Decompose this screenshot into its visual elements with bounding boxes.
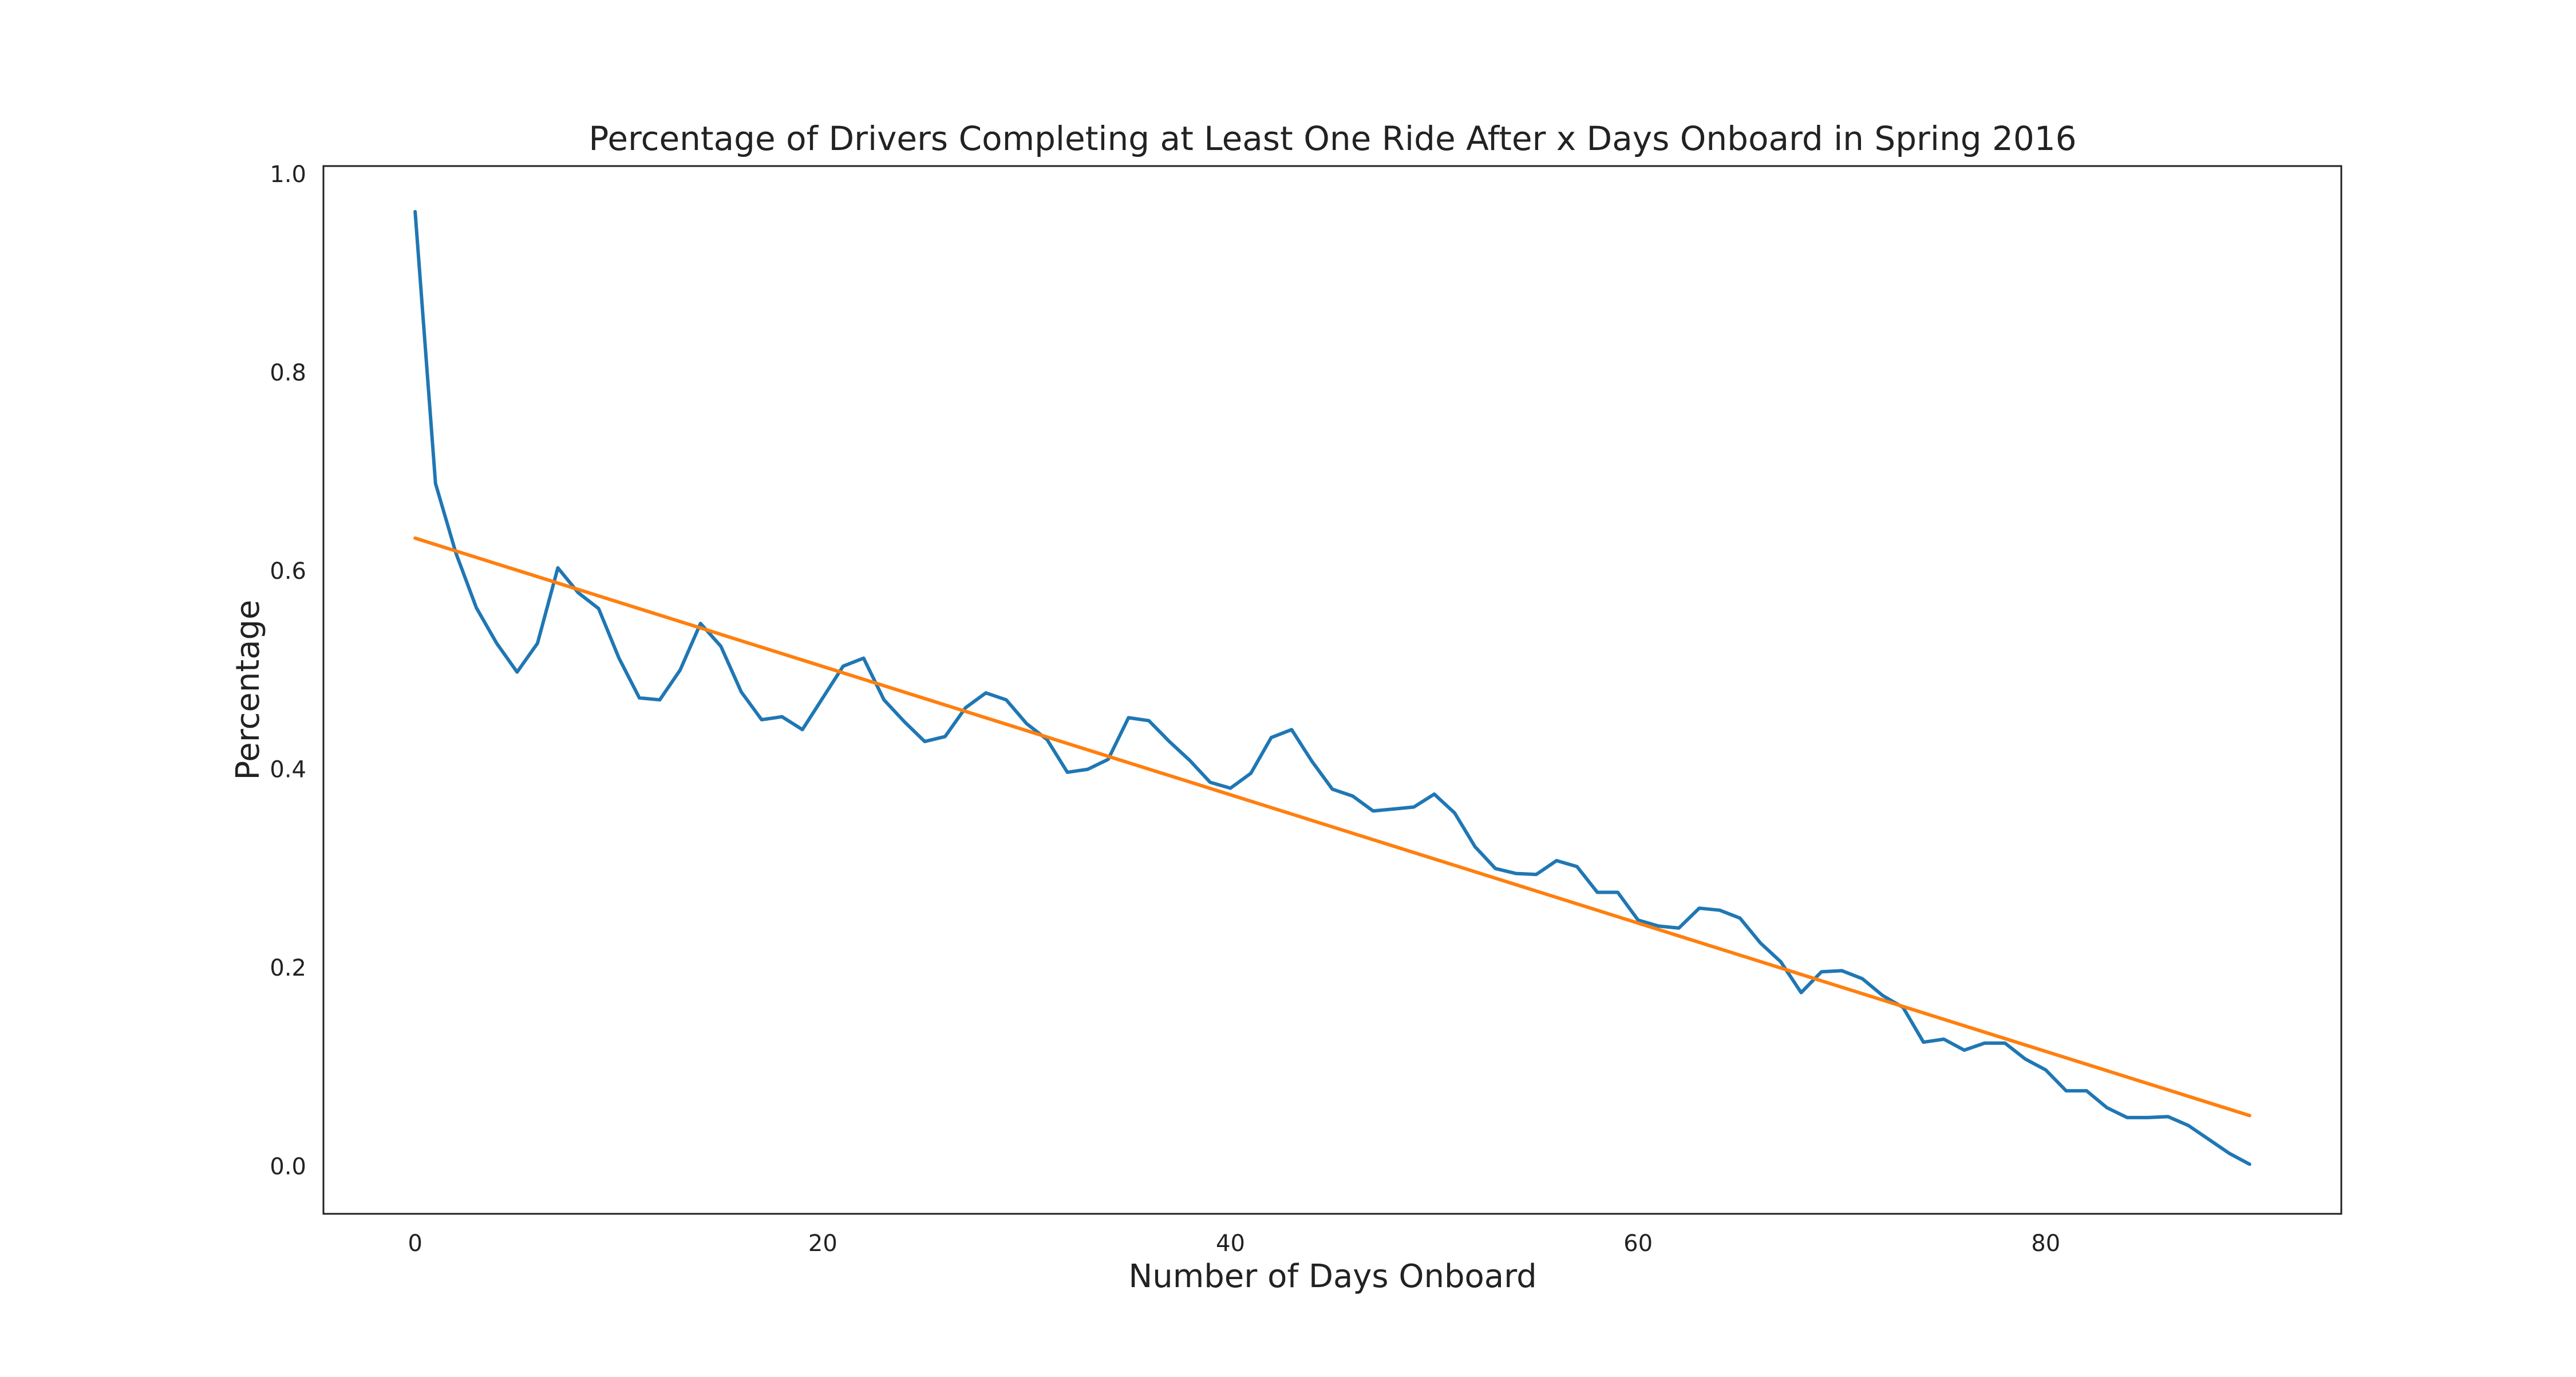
series-layer — [413, 210, 2251, 1166]
y-axis-label: Percentage — [230, 599, 267, 780]
x-tick-label: 20 — [808, 1230, 837, 1257]
plot-area-frame — [322, 165, 2342, 1215]
y-tick-label: 0.0 — [270, 1154, 306, 1180]
trend-line — [413, 536, 2251, 1118]
x-tick-label: 40 — [1216, 1230, 1245, 1257]
x-axis-label: Number of Days Onboard — [1128, 1258, 1536, 1295]
x-tick-label: 60 — [1623, 1230, 1653, 1257]
x-axis-ticks: 0 20 40 60 80 — [408, 1230, 2061, 1257]
series-line — [413, 210, 2251, 1166]
y-tick-label: 0.6 — [270, 558, 306, 585]
y-tick-label: 0.8 — [270, 360, 306, 386]
x-tick-label: 0 — [408, 1230, 422, 1257]
y-tick-label: 0.2 — [270, 955, 306, 981]
y-axis-ticks: 0.0 0.2 0.4 0.6 0.8 1.0 — [270, 161, 306, 1180]
y-tick-label: 0.4 — [270, 757, 306, 783]
y-tick-label: 1.0 — [270, 161, 306, 188]
chart-title: Percentage of Drivers Completing at Leas… — [588, 119, 2076, 158]
x-tick-label: 80 — [2031, 1230, 2060, 1257]
